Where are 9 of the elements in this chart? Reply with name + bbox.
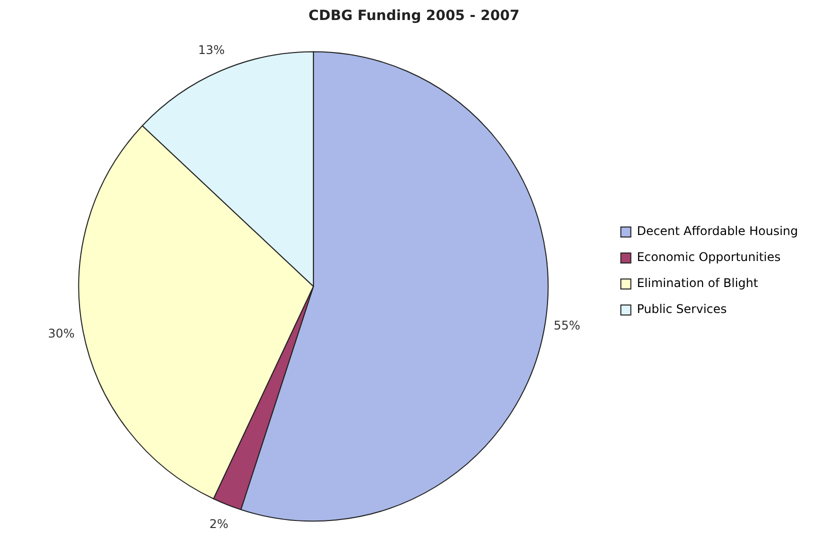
legend-label: Economic Opportunities bbox=[636, 250, 781, 264]
chart-title: CDBG Funding 2005 - 2007 bbox=[308, 8, 520, 24]
data-label: 55% bbox=[554, 318, 580, 333]
data-label: 30% bbox=[48, 326, 75, 341]
data-label: 2% bbox=[209, 517, 228, 532]
legend-label: Decent Affordable Housing bbox=[636, 224, 798, 238]
data-label: 13% bbox=[198, 42, 225, 57]
legend-label: Public Services bbox=[636, 302, 727, 316]
legend-label: Elimination of Blight bbox=[636, 276, 758, 290]
